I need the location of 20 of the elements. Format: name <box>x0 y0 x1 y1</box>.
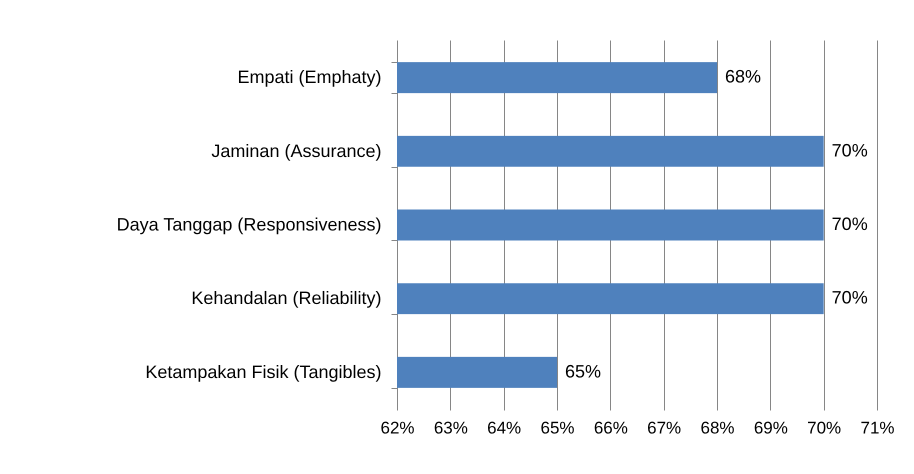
x-tick-label: 64% <box>487 418 522 438</box>
x-tick-label: 65% <box>540 418 575 438</box>
data-label: 70% <box>832 288 868 308</box>
x-tick-label: 63% <box>434 418 468 438</box>
x-tick-label: 70% <box>807 418 842 438</box>
x-tick-label: 67% <box>647 418 682 438</box>
data-label: 70% <box>832 140 868 160</box>
y-tick-label: Kehandalan (Reliability) <box>191 288 382 308</box>
y-tick-label: Daya Tanggap (Responsiveness) <box>116 214 382 234</box>
x-tick-label: 69% <box>754 418 788 438</box>
x-tick-label: 68% <box>700 418 735 438</box>
data-label: 68% <box>725 66 762 87</box>
data-label: 65% <box>565 361 602 382</box>
x-tick-label: 71% <box>860 418 895 438</box>
x-tick-label: 62% <box>380 418 415 438</box>
x-tick-label: 66% <box>594 418 628 438</box>
y-tick-label: Ketampakan Fisik (Tangibles) <box>145 362 382 382</box>
y-tick-label: Jaminan (Assurance) <box>211 140 382 161</box>
data-label: 70% <box>832 214 868 234</box>
y-tick-label: Empati (Emphaty) <box>237 67 382 88</box>
